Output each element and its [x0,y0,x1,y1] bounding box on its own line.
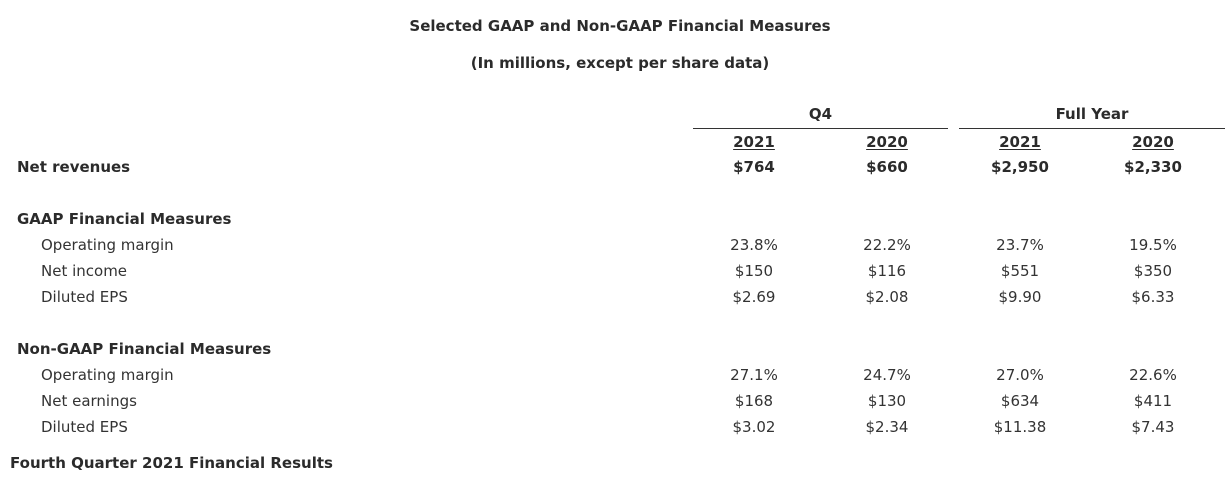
table-cell: $2.34 [865,418,909,436]
table-cell: $411 [1133,392,1173,410]
column-header-q4-2020: 2020 [866,133,908,151]
full-year-divider [959,128,1225,129]
row-label: Net income [41,262,128,280]
table-cell: $660 [866,158,908,176]
column-header-q4-2021: 2021 [733,133,775,151]
table-cell: 24.7% [863,366,911,384]
table-cell: $130 [867,392,907,410]
table-cell: $6.33 [1131,288,1175,306]
table-cell: 23.8% [730,236,778,254]
table-cell: $9.90 [998,288,1042,306]
row-label-net-revenues: Net revenues [17,158,131,176]
table-cell: $168 [734,392,774,410]
table-cell: $3.02 [732,418,776,436]
table-cell: $2.69 [732,288,776,306]
table-cell: 19.5% [1129,236,1177,254]
column-header-fy-2021: 2021 [999,133,1041,151]
table-cell: $2,950 [991,158,1049,176]
table-subtitle: (In millions, except per share data) [470,54,770,72]
table-cell: $551 [1000,262,1040,280]
table-cell: 23.7% [996,236,1044,254]
table-title: Selected GAAP and Non-GAAP Financial Mea… [409,17,831,35]
q4-divider [693,128,948,129]
table-cell: $2,330 [1124,158,1182,176]
table-cell: 22.2% [863,236,911,254]
table-cell: $116 [867,262,907,280]
table-cell: $2.08 [865,288,909,306]
table-cell: 22.6% [1129,366,1177,384]
table-cell: $11.38 [993,418,1047,436]
column-group-full-year: Full Year [1055,105,1129,123]
column-group-q4: Q4 [808,105,833,123]
column-header-fy-2020: 2020 [1132,133,1174,151]
section-heading-non-gaap: Non-GAAP Financial Measures [17,340,272,358]
table-cell: $7.43 [1131,418,1175,436]
table-cell: $150 [734,262,774,280]
table-cell: $634 [1000,392,1040,410]
row-label: Operating margin [41,236,174,254]
section-heading-gaap: GAAP Financial Measures [17,210,232,228]
table-cell: $764 [733,158,775,176]
table-cell: 27.1% [730,366,778,384]
row-label: Net earnings [41,392,137,410]
row-label: Operating margin [41,366,174,384]
row-label: Diluted EPS [41,418,128,436]
section-heading-q4-results: Fourth Quarter 2021 Financial Results [10,454,333,472]
table-cell: 27.0% [996,366,1044,384]
row-label: Diluted EPS [41,288,128,306]
table-cell: $350 [1133,262,1173,280]
